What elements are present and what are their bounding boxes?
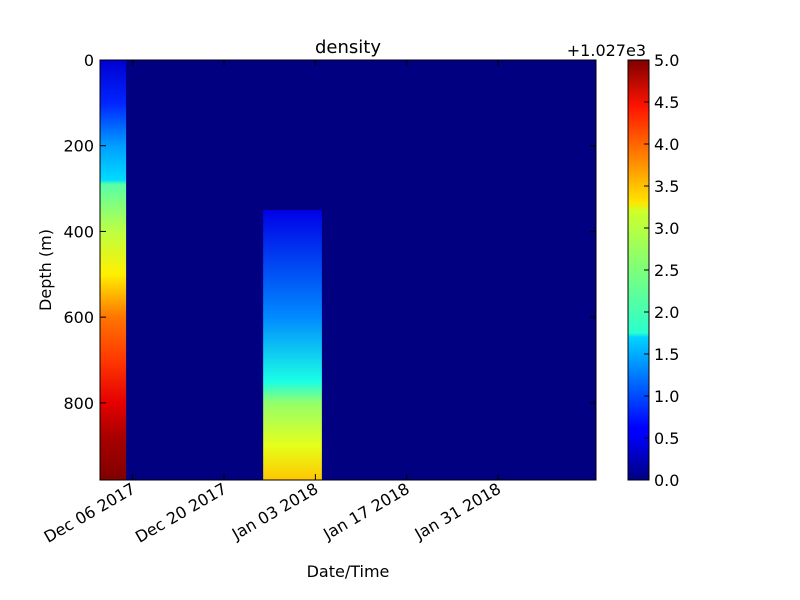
chart-title: density bbox=[315, 37, 381, 58]
x-tick-label: Dec 06 2017 bbox=[41, 479, 139, 547]
colorbar-axis: 0.0 0.5 1.0 1.5 2.0 2.5 3.0 3.5 4.0 4.5 5.0 bbox=[644, 51, 679, 490]
y-axis: 0 200 400 600 800 bbox=[63, 51, 596, 413]
colorbar-tick-label: 2.0 bbox=[654, 303, 679, 322]
colorbar-tick-label: 5.0 bbox=[654, 51, 679, 70]
y-tick-label: 200 bbox=[63, 137, 94, 156]
density-profile-1 bbox=[100, 60, 127, 480]
colorbar-tick-label: 2.5 bbox=[654, 261, 679, 280]
colorbar-tick-label: 0.5 bbox=[654, 429, 679, 448]
plot-frame bbox=[99, 59, 597, 481]
plot-area bbox=[100, 60, 596, 480]
x-tick-label: Jan 03 2018 bbox=[228, 479, 321, 544]
x-tick-label: Jan 31 2018 bbox=[411, 479, 504, 544]
density-profile-2 bbox=[263, 210, 322, 480]
x-tick-label: Dec 20 2017 bbox=[132, 479, 230, 547]
colorbar-tick-label: 4.5 bbox=[654, 93, 679, 112]
colorbar-tick-label: 4.0 bbox=[654, 135, 679, 154]
colorbar-tick-label: 1.0 bbox=[654, 387, 679, 406]
colorbar-tick-label: 3.5 bbox=[654, 177, 679, 196]
offset-label: +1.027e3 bbox=[567, 41, 646, 60]
y-tick-label: 400 bbox=[63, 222, 94, 241]
y-tick-label: 600 bbox=[63, 308, 94, 327]
x-axis-label: Date/Time bbox=[307, 562, 390, 581]
density-profiles bbox=[100, 60, 322, 480]
colorbar-tick-label: 0.0 bbox=[654, 471, 679, 490]
colorbar-tick-label: 3.0 bbox=[654, 219, 679, 238]
y-axis-label: Depth (m) bbox=[36, 229, 55, 311]
y-tick-label: 0 bbox=[84, 51, 94, 70]
x-tick-label: Jan 17 2018 bbox=[319, 479, 412, 544]
y-tick-label: 800 bbox=[63, 394, 94, 413]
colorbar-tick-label: 1.5 bbox=[654, 345, 679, 364]
